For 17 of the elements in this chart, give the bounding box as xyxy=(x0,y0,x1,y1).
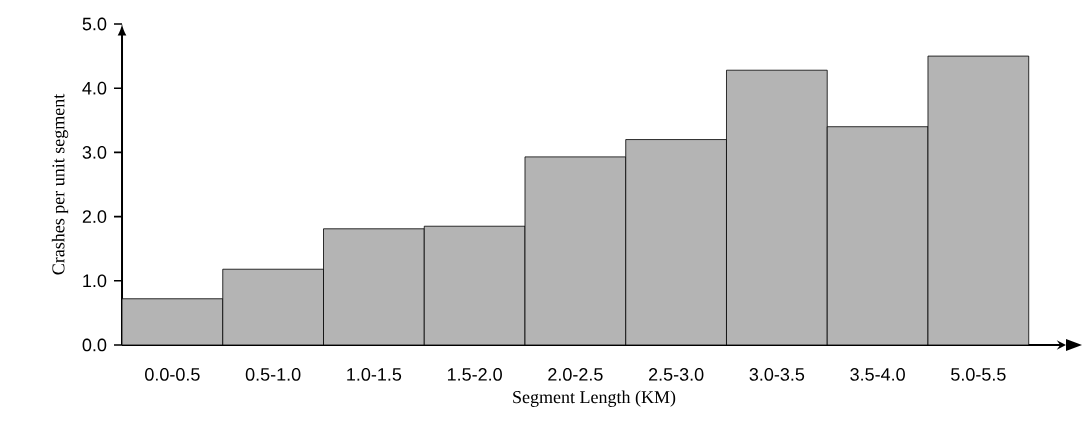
x-tick-label: 3.5-4.0 xyxy=(850,368,905,381)
x-tick-label: 0.5-1.0 xyxy=(245,368,301,381)
y-tick-label: 4.0 xyxy=(82,81,107,95)
y-tick-label: 5.0 xyxy=(82,17,107,31)
x-tick-label: 1.5-2.0 xyxy=(447,368,502,381)
x-tick-label: 0.0-0.5 xyxy=(145,368,200,381)
y-tick-label: 3.0 xyxy=(82,146,107,159)
x-tick-label: 3.0-3.5 xyxy=(749,368,805,381)
x-tick-label: 2.5-3.0 xyxy=(649,368,704,381)
x-axis-title: Segment Length (KM) xyxy=(513,390,676,407)
x-tick-label: 1.0-1.5 xyxy=(347,368,402,381)
y-tick-label: 2.0 xyxy=(82,210,107,223)
x-tick-label: 2.0-2.5 xyxy=(548,368,603,381)
y-tick-label: 0.0 xyxy=(82,338,107,352)
y-tick-label: 1.0 xyxy=(83,274,107,288)
y-axis-title: Crashes per unit segment xyxy=(51,93,69,275)
x-tick-label: 5.0-5.5 xyxy=(951,368,1006,381)
